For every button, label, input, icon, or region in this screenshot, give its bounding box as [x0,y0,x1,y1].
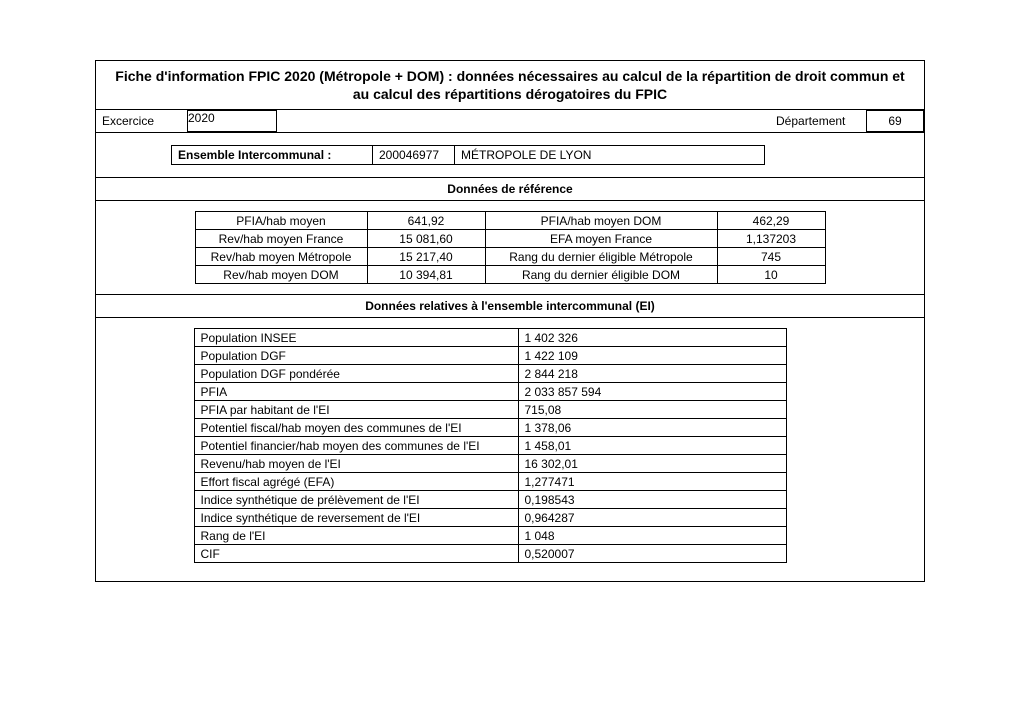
ei-cell: 2 844 218 [518,365,786,383]
ei-cell: 1 402 326 [518,329,786,347]
ref-cell: 641,92 [367,212,485,230]
ref-cell: EFA moyen France [485,230,717,248]
ei-row: Rang de l'EI1 048 [194,527,786,545]
ei-row: Population INSEE1 402 326 [194,329,786,347]
ei-cell: 0,198543 [518,491,786,509]
ei-cell: 1 048 [518,527,786,545]
ei-row: Population DGF pondérée2 844 218 [194,365,786,383]
ei-cell: PFIA par habitant de l'EI [194,401,518,419]
ref-section-title: Données de référence [96,178,924,201]
ref-cell: Rev/hab moyen France [195,230,367,248]
ei-row: Revenu/hab moyen de l'EI16 302,01 [194,455,786,473]
header-spacer [277,110,770,132]
ei-row: Indice synthétique de prélèvement de l'E… [194,491,786,509]
ei-cell: Rang de l'EI [194,527,518,545]
ensemble-row: Ensemble Intercommunal : 200046977 MÉTRO… [96,133,924,178]
ei-row: Potentiel fiscal/hab moyen des communes … [194,419,786,437]
ei-cell: Potentiel financier/hab moyen des commun… [194,437,518,455]
ref-cell: Rang du dernier éligible DOM [485,266,717,284]
ei-row: Effort fiscal agrégé (EFA)1,277471 [194,473,786,491]
ref-cell: 10 394,81 [367,266,485,284]
ei-cell: 715,08 [518,401,786,419]
ei-cell: 1,277471 [518,473,786,491]
ref-cell: PFIA/hab moyen DOM [485,212,717,230]
ref-cell: 10 [717,266,825,284]
ensemble-code: 200046977 [372,146,454,164]
ref-cell: PFIA/hab moyen [195,212,367,230]
ei-cell: Indice synthétique de prélèvement de l'E… [194,491,518,509]
ei-cell: Population DGF [194,347,518,365]
ref-table-wrap: PFIA/hab moyen641,92PFIA/hab moyen DOM46… [96,201,924,295]
ref-cell: Rev/hab moyen DOM [195,266,367,284]
ref-cell: 745 [717,248,825,266]
ei-cell: 0,520007 [518,545,786,563]
ei-cell: Revenu/hab moyen de l'EI [194,455,518,473]
ei-cell: 16 302,01 [518,455,786,473]
ei-row: Indice synthétique de reversement de l'E… [194,509,786,527]
ei-cell: Population INSEE [194,329,518,347]
ei-row: PFIA2 033 857 594 [194,383,786,401]
ei-cell: CIF [194,545,518,563]
exercice-label: Excercice [96,110,188,132]
ei-cell: PFIA [194,383,518,401]
departement-value: 69 [866,110,924,132]
ei-row: Population DGF1 422 109 [194,347,786,365]
ei-cell: 2 033 857 594 [518,383,786,401]
document-title: Fiche d'information FPIC 2020 (Métropole… [96,61,924,110]
ref-cell: Rev/hab moyen Métropole [195,248,367,266]
ei-cell: Population DGF pondérée [194,365,518,383]
ref-row: Rev/hab moyen DOM10 394,81Rang du dernie… [195,266,825,284]
ei-cell: Indice synthétique de reversement de l'E… [194,509,518,527]
ensemble-label: Ensemble Intercommunal : [172,146,372,164]
ei-cell: 1 458,01 [518,437,786,455]
ei-table-wrap: Population INSEE1 402 326Population DGF1… [96,318,924,581]
ref-cell: 15 217,40 [367,248,485,266]
ref-cell: Rang du dernier éligible Métropole [485,248,717,266]
ei-cell: 0,964287 [518,509,786,527]
ei-section-title: Données relatives à l'ensemble intercomm… [96,295,924,318]
ref-cell: 15 081,60 [367,230,485,248]
ref-row: PFIA/hab moyen641,92PFIA/hab moyen DOM46… [195,212,825,230]
ref-cell: 1,137203 [717,230,825,248]
ref-row: Rev/hab moyen France15 081,60EFA moyen F… [195,230,825,248]
ei-row: Potentiel financier/hab moyen des commun… [194,437,786,455]
ref-cell: 462,29 [717,212,825,230]
ei-cell: 1 378,06 [518,419,786,437]
ref-row: Rev/hab moyen Métropole15 217,40Rang du … [195,248,825,266]
departement-label: Département [770,110,866,132]
ei-cell: 1 422 109 [518,347,786,365]
ei-row: PFIA par habitant de l'EI715,08 [194,401,786,419]
ei-table: Population INSEE1 402 326Population DGF1… [194,328,787,563]
ei-row: CIF0,520007 [194,545,786,563]
ensemble-nom: MÉTROPOLE DE LYON [454,146,764,164]
ei-cell: Potentiel fiscal/hab moyen des communes … [194,419,518,437]
ref-table: PFIA/hab moyen641,92PFIA/hab moyen DOM46… [195,211,826,284]
ei-cell: Effort fiscal agrégé (EFA) [194,473,518,491]
exercice-value: 2020 [187,110,277,132]
document-frame: Fiche d'information FPIC 2020 (Métropole… [95,60,925,582]
header-row: Excercice 2020 Département 69 [96,110,924,133]
